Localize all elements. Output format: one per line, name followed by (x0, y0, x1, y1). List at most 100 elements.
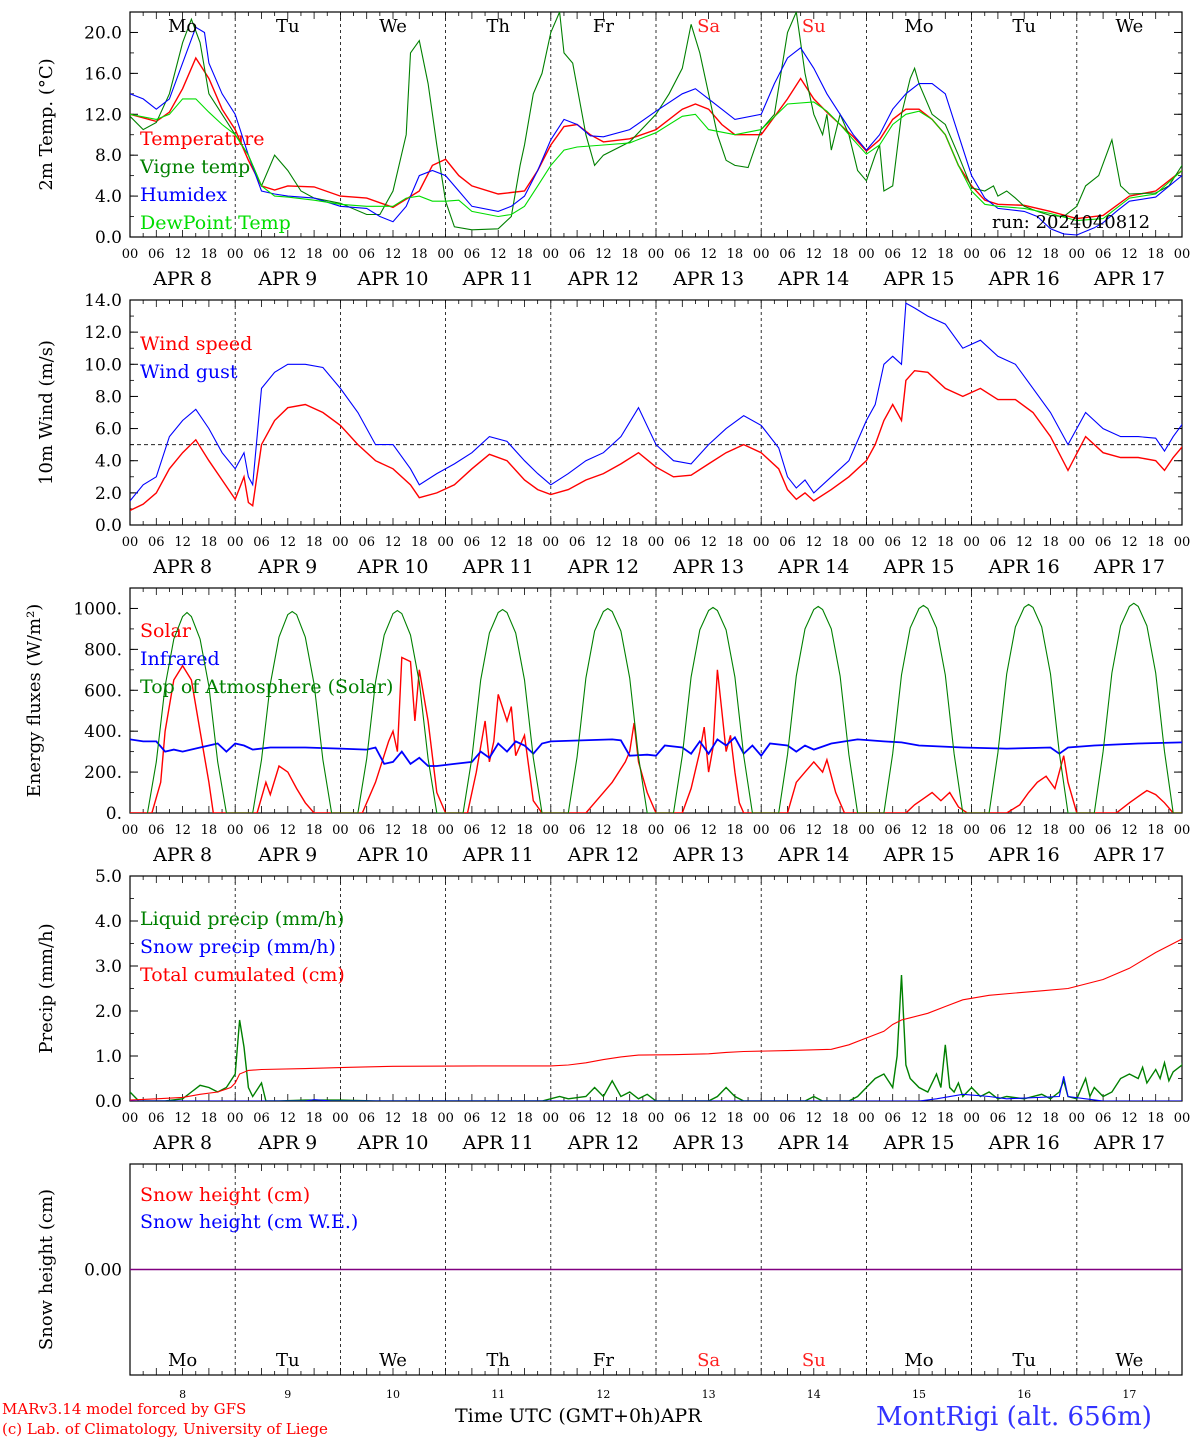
hour-tick-label: 12 (174, 823, 191, 838)
date-label: APR 17 (1093, 268, 1165, 290)
series-line (130, 735, 1182, 767)
date-label: APR 13 (672, 556, 744, 578)
hour-tick-label: 12 (911, 247, 928, 262)
hour-tick-label: 06 (358, 247, 375, 262)
date-label: APR 8 (152, 556, 212, 578)
hour-tick-label: 18 (832, 535, 849, 550)
hour-tick-label: 12 (174, 247, 191, 262)
hour-tick-label: 12 (595, 1111, 612, 1126)
y-tick-label: 200. (84, 763, 122, 783)
hour-tick-label: 12 (700, 823, 717, 838)
hour-tick-label: 06 (253, 823, 270, 838)
hour-tick-label: 00 (543, 247, 560, 262)
station-label: MontRigi (alt. 656m) (876, 1402, 1152, 1432)
hour-tick-label: 06 (464, 247, 481, 262)
series-line (146, 602, 1182, 813)
hour-tick-label: 18 (411, 535, 428, 550)
hour-tick-label: 00 (543, 535, 560, 550)
date-label: APR 10 (356, 556, 428, 578)
hour-tick-label: 12 (385, 535, 402, 550)
hour-tick-label: 06 (779, 535, 796, 550)
hour-tick-label: 12 (806, 247, 823, 262)
series-line (130, 1076, 1182, 1101)
series-line (130, 98, 1182, 222)
hour-tick-label: 00 (332, 1111, 349, 1126)
hour-tick-label: 18 (621, 1111, 638, 1126)
hour-tick-label: 00 (858, 823, 875, 838)
hour-tick-label: 06 (674, 823, 691, 838)
hour-tick-label: 06 (884, 247, 901, 262)
hour-tick-label: 06 (674, 247, 691, 262)
day-name-label: We (1116, 1350, 1144, 1371)
hour-tick-label: 18 (937, 535, 954, 550)
hour-tick-label: 06 (253, 535, 270, 550)
date-label: APR 9 (257, 268, 317, 290)
hour-tick-label: 00 (122, 823, 139, 838)
y-tick-label: 0.00 (84, 1261, 122, 1281)
hour-tick-label: 12 (595, 535, 612, 550)
hour-tick-label: 06 (884, 1111, 901, 1126)
hour-tick-label: 06 (358, 1111, 375, 1126)
hour-tick-label: 00 (963, 823, 980, 838)
hour-tick-label: 12 (490, 823, 507, 838)
hour-tick-label: 06 (990, 247, 1007, 262)
hour-tick-label: 12 (911, 823, 928, 838)
hour-tick-label: 00 (437, 823, 454, 838)
hour-tick-label: 12 (700, 535, 717, 550)
y-tick-label: 16.0 (84, 64, 122, 84)
y-axis-label: 10m Wind (m/s) (36, 340, 57, 485)
hour-tick-label: 06 (1095, 247, 1112, 262)
hour-tick-label: 18 (306, 823, 323, 838)
hour-tick-label: 06 (1095, 1111, 1112, 1126)
hour-tick-label: 00 (122, 247, 139, 262)
hour-tick-label: 18 (201, 823, 218, 838)
date-label: APR 17 (1093, 1132, 1165, 1154)
series-line (130, 974, 1182, 1101)
hour-tick-label: 12 (385, 247, 402, 262)
day-header-label: Su (802, 16, 826, 37)
y-tick-label: 3.0 (95, 957, 122, 977)
day-header-label: Tu (1012, 16, 1036, 37)
hour-tick-label: 06 (779, 1111, 796, 1126)
hour-tick-label: 18 (621, 823, 638, 838)
y-tick-label: 2.0 (95, 1002, 122, 1022)
hour-tick-label: 06 (884, 823, 901, 838)
legend-entry: Solar (140, 620, 192, 642)
footer-model: MARv3.14 model forced by GFS (2, 1400, 247, 1418)
day-name-label: Mo (168, 1350, 197, 1371)
y-axis-label: 2m Temp. (°C) (36, 58, 57, 190)
day-header-label: We (379, 16, 407, 37)
hour-tick-label: 00 (227, 247, 244, 262)
y-tick-label: 20.0 (84, 23, 122, 43)
date-label: APR 12 (567, 268, 639, 290)
hour-tick-label: 06 (884, 535, 901, 550)
hour-tick-label: 12 (280, 1111, 297, 1126)
y-tick-label: 12.0 (84, 323, 122, 343)
date-label: APR 11 (462, 844, 534, 866)
day-name-label: We (379, 1350, 407, 1371)
date-label: APR 8 (152, 844, 212, 866)
hour-tick-label: 00 (122, 535, 139, 550)
legend-entry: Snow precip (mm/h) (140, 936, 336, 958)
y-tick-label: 4.0 (95, 912, 122, 932)
legend-entry: Infrared (140, 648, 220, 670)
hour-tick-label: 12 (806, 535, 823, 550)
hour-tick-label: 18 (1042, 823, 1059, 838)
hour-tick-label: 00 (437, 1111, 454, 1126)
hour-tick-label: 06 (990, 535, 1007, 550)
panel-frame (129, 11, 1183, 238)
day-name-label: Th (486, 1350, 510, 1371)
day-number-label: 11 (491, 1388, 505, 1401)
day-name-label: Sa (697, 1350, 720, 1371)
hour-tick-label: 18 (937, 823, 954, 838)
y-tick-label: 0. (106, 804, 122, 824)
date-label: APR 8 (152, 1132, 212, 1154)
hour-tick-label: 12 (1016, 1111, 1033, 1126)
date-label: APR 15 (882, 844, 954, 866)
hour-tick-label: 18 (516, 1111, 533, 1126)
hour-tick-label: 12 (911, 535, 928, 550)
hour-tick-label: 00 (753, 1111, 770, 1126)
date-label: APR 11 (462, 268, 534, 290)
legend-entry: Vigne temp (139, 156, 250, 178)
hour-tick-label: 18 (621, 247, 638, 262)
